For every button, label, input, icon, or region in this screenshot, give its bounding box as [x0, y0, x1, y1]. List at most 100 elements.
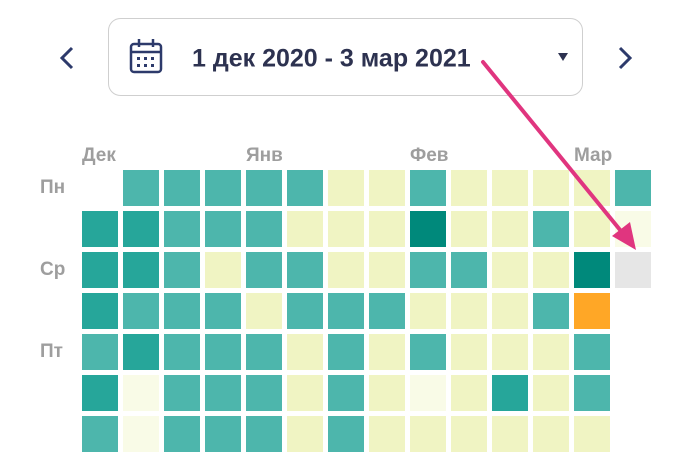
- calendar-icon: [129, 39, 163, 74]
- day-cell: [492, 416, 528, 452]
- day-cell: [82, 334, 118, 370]
- day-cell: [533, 211, 569, 247]
- day-cell: [328, 211, 364, 247]
- month-label: Янв: [246, 145, 283, 166]
- day-cell: [492, 252, 528, 288]
- day-cell: [123, 293, 159, 329]
- day-cell: [328, 293, 364, 329]
- heatmap: Дек Янв Фев Мар Пн Ср Пт: [40, 145, 651, 452]
- day-cell: [574, 334, 610, 370]
- month-label: Фев: [410, 145, 448, 166]
- day-cell: [123, 375, 159, 411]
- day-cell: [246, 211, 282, 247]
- day-cell: [287, 334, 323, 370]
- day-cell: [574, 252, 610, 288]
- day-cell: [328, 334, 364, 370]
- day-cell: [451, 416, 487, 452]
- day-cell: [615, 170, 651, 206]
- day-cell: [410, 211, 446, 247]
- day-cell: [123, 334, 159, 370]
- day-cell: [533, 416, 569, 452]
- day-cell: [287, 293, 323, 329]
- day-cell: [533, 293, 569, 329]
- day-cell: [164, 170, 200, 206]
- day-cell: [615, 252, 651, 288]
- day-cell: [574, 375, 610, 411]
- day-cell: [82, 211, 118, 247]
- day-cell: [492, 334, 528, 370]
- day-cell: [451, 375, 487, 411]
- day-cell: [369, 293, 405, 329]
- day-cell: [574, 211, 610, 247]
- day-cell: [328, 375, 364, 411]
- day-cell: [287, 252, 323, 288]
- day-cell: [410, 416, 446, 452]
- day-cell: [164, 416, 200, 452]
- day-cell: [369, 416, 405, 452]
- next-button[interactable]: [618, 46, 633, 70]
- day-cell: [533, 334, 569, 370]
- day-cell: [451, 170, 487, 206]
- pointer-arrow: [481, 60, 636, 250]
- day-cell: [164, 293, 200, 329]
- day-cell: [246, 416, 282, 452]
- day-cell: [205, 293, 241, 329]
- day-cell: [533, 252, 569, 288]
- day-cell: [574, 170, 610, 206]
- day-cell: [287, 375, 323, 411]
- day-cell: [410, 170, 446, 206]
- day-cell: [246, 293, 282, 329]
- day-cell: [164, 334, 200, 370]
- day-cell: [164, 252, 200, 288]
- day-cell: [82, 416, 118, 452]
- weekday-label: Пт: [40, 341, 63, 362]
- weekday-label: Пн: [40, 177, 65, 198]
- day-cell: [533, 375, 569, 411]
- day-cell: [492, 375, 528, 411]
- weekday-label: Ср: [40, 259, 65, 280]
- month-label: Дек: [82, 145, 116, 166]
- day-cell: [410, 375, 446, 411]
- day-cell: [574, 293, 610, 329]
- dropdown-caret[interactable]: [558, 53, 568, 61]
- day-cell: [246, 334, 282, 370]
- day-cell: [123, 211, 159, 247]
- month-label: Мар: [574, 145, 612, 166]
- day-cell: [369, 375, 405, 411]
- day-cell: [123, 170, 159, 206]
- day-cell: [410, 334, 446, 370]
- prev-button[interactable]: [59, 46, 74, 70]
- day-cell: [369, 211, 405, 247]
- day-cell: [246, 252, 282, 288]
- day-cell: [205, 211, 241, 247]
- day-cell: [410, 293, 446, 329]
- day-cell: [123, 252, 159, 288]
- day-cell: [164, 375, 200, 411]
- day-cell: [205, 416, 241, 452]
- day-cell: [369, 334, 405, 370]
- day-cell: [492, 170, 528, 206]
- day-cell: [287, 211, 323, 247]
- day-cell: [369, 252, 405, 288]
- day-cell: [451, 293, 487, 329]
- day-cell: [246, 170, 282, 206]
- day-cell: [82, 375, 118, 411]
- day-cell: [369, 170, 405, 206]
- day-cell: [205, 170, 241, 206]
- date-range-label: 1 дек 2020 - 3 мар 2021: [192, 45, 471, 73]
- day-cell: [533, 170, 569, 206]
- day-cell: [205, 252, 241, 288]
- day-cell: [574, 416, 610, 452]
- day-cell: [164, 211, 200, 247]
- date-range-picker[interactable]: [108, 18, 583, 96]
- day-cell: [451, 211, 487, 247]
- day-cell: [205, 334, 241, 370]
- day-cell: [246, 375, 282, 411]
- day-cell: [287, 416, 323, 452]
- day-cell: [287, 170, 323, 206]
- day-cell: [492, 211, 528, 247]
- day-cell: [123, 416, 159, 452]
- day-cell: [410, 252, 446, 288]
- day-cell: [328, 170, 364, 206]
